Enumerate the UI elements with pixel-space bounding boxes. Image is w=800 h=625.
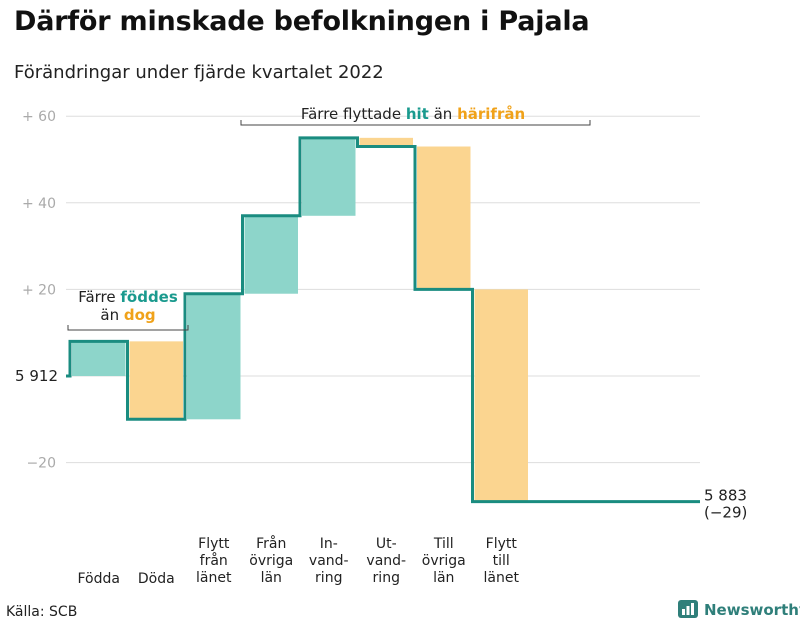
category-label-line: län xyxy=(261,570,282,586)
annotation-highlight-fodda: föddes xyxy=(120,288,177,306)
waterfall-bar xyxy=(359,137,413,147)
category-label: Ut-vand-ring xyxy=(366,536,406,586)
category-label-line: Födda xyxy=(78,571,120,587)
source-note: Källa: SCB xyxy=(6,604,78,620)
moves-annotation: Färre flyttade hit än härifrån xyxy=(301,105,525,123)
category-label-line: Till xyxy=(433,536,454,552)
category-label-line: övriga xyxy=(422,553,466,569)
y-tick-label: + 60 xyxy=(22,109,56,125)
annotation-text: än xyxy=(100,306,123,324)
annotation-highlight-harifran: härifrån xyxy=(457,105,525,123)
brand-name: Newsworthy xyxy=(704,601,800,619)
category-label-line: vand- xyxy=(309,553,349,569)
waterfall-bar xyxy=(302,137,356,216)
births-annotation-line2: än dog xyxy=(100,306,155,324)
annotation-highlight-doda: dog xyxy=(124,306,156,324)
chart-subtitle: Förändringar under fjärde kvartalet 2022 xyxy=(14,62,384,83)
category-label: Döda xyxy=(138,571,175,587)
annotation-highlight-hit: hit xyxy=(406,105,429,123)
births-annotation-line1: Färre föddes xyxy=(78,288,178,306)
category-label-line: länet xyxy=(196,570,232,586)
end-value-label: 5 883 xyxy=(704,487,747,505)
y-tick-label: 5 912 xyxy=(15,367,58,385)
category-label: Till övriga län xyxy=(422,536,466,586)
chart-title: Därför minskade befolkningen i Pajala xyxy=(14,6,590,37)
newsworthy-logo-icon xyxy=(678,600,698,618)
category-label-line: Flytt xyxy=(486,536,518,552)
end-change-label: (−29) xyxy=(704,504,747,522)
category-label: In-vand-ring xyxy=(309,536,349,586)
annotation-text: än xyxy=(429,105,457,123)
births-bracket xyxy=(67,325,189,331)
y-tick-label: −20 xyxy=(26,456,56,472)
category-label-line: till xyxy=(493,553,510,569)
category-label-line: Flytt xyxy=(198,536,230,552)
category-label-line: län xyxy=(433,570,454,586)
y-tick-label: + 40 xyxy=(22,196,56,212)
waterfall-bar xyxy=(129,341,183,420)
category-label-line: vand- xyxy=(366,553,406,569)
category-label: Flytt från länet xyxy=(196,536,232,586)
category-label-line: Döda xyxy=(138,571,175,587)
running-total-line-layer xyxy=(66,136,700,504)
category-label-line: Från xyxy=(256,535,286,552)
category-label-line: övriga xyxy=(249,553,293,569)
y-axis-ticks: + 60 + 40 + 20 5 912 −20 xyxy=(15,109,58,471)
waterfall-bar xyxy=(417,146,471,290)
waterfall-bar xyxy=(474,289,528,502)
running-total-line xyxy=(66,136,700,504)
category-label: Födda xyxy=(78,571,120,587)
annotation-text: Färre flyttade xyxy=(301,105,406,123)
category-label-line: Ut- xyxy=(376,536,397,552)
waterfall-bar xyxy=(187,293,241,420)
category-label: Flytt till länet xyxy=(484,536,520,586)
category-label-line: ring xyxy=(315,570,342,586)
annotation-text: Färre xyxy=(78,288,120,306)
category-label-line: In- xyxy=(320,536,338,552)
brand-logo: Newsworthy xyxy=(678,600,800,620)
category-label-line: ring xyxy=(373,570,400,586)
category-label-line: från xyxy=(200,552,228,569)
bars-layer xyxy=(72,137,528,502)
y-tick-label: + 20 xyxy=(22,282,56,298)
moves-bracket xyxy=(240,120,591,126)
category-label: Från övriga län xyxy=(249,535,293,586)
waterfall-bar xyxy=(244,215,298,294)
category-label-line: länet xyxy=(484,570,520,586)
waterfall-bar xyxy=(72,341,126,376)
